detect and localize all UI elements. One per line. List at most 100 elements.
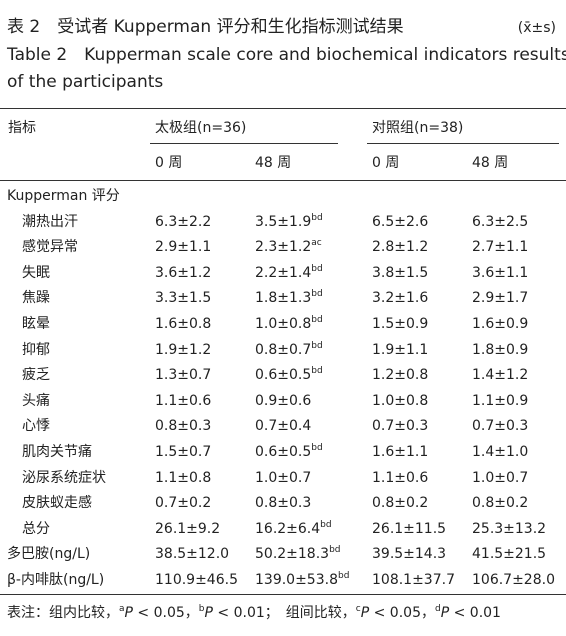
cell-value: 50.2±18.3: [255, 546, 330, 563]
cell: 3.8±1.5: [372, 263, 428, 283]
cell-value: 3.6±1.1: [472, 264, 529, 281]
cell-value: 1.1±0.9: [472, 392, 529, 409]
cell: 1.0±0.7: [255, 468, 311, 488]
row-label: 抑郁: [22, 341, 50, 358]
cell: 1.0±0.8: [372, 391, 428, 411]
cell: 108.1±37.7: [372, 570, 455, 590]
cell: 1.0±0.8bd: [255, 314, 323, 334]
cell-value: 2.9±1.1: [155, 239, 212, 256]
cell-value: 1.1±0.8: [155, 469, 212, 486]
cell: 139.0±53.8bd: [255, 570, 349, 590]
cell: 1.1±0.9: [472, 391, 528, 411]
cell: 1.1±0.6: [155, 391, 211, 411]
cell-value: 6.3±2.2: [155, 213, 212, 230]
cell-value: 3.3±1.5: [155, 290, 212, 307]
cell-value: 0.7±0.3: [472, 418, 529, 435]
cell-value: 1.9±1.1: [372, 341, 429, 358]
cell-value: 0.8±0.3: [155, 418, 212, 435]
cell: 1.2±0.8: [372, 365, 428, 385]
cell: 3.3±1.5: [155, 288, 211, 308]
week-header: 0 周: [372, 155, 400, 171]
row-label: 疲乏: [22, 367, 50, 384]
cell: 3.6±1.1: [472, 263, 528, 283]
cell-value: 0.6±0.5: [255, 444, 312, 460]
cell-value: 1.9±1.2: [155, 341, 212, 358]
row-label: 眩晕: [22, 316, 50, 332]
cell-value: 0.9±0.6: [255, 392, 312, 409]
cell-sup: bd: [311, 289, 323, 300]
cell-value: 108.1±37.7: [372, 572, 455, 588]
cell: 1.5±0.9: [372, 314, 428, 334]
cell: 2.7±1.1: [472, 237, 528, 257]
title-en: of the participants: [7, 72, 164, 92]
cell-value: 1.2±0.8: [372, 367, 429, 384]
footnote-part: < 0.01: [449, 605, 501, 621]
row-label: β-内啡肽(ng/L): [7, 572, 105, 588]
week-header: 0 周: [155, 155, 183, 171]
cell-value: 1.6±0.8: [155, 316, 212, 332]
cell: 26.1±9.2: [155, 519, 220, 539]
row-label: 多巴胺(ng/L): [7, 546, 91, 563]
cell: 0.6±0.5bd: [255, 442, 323, 462]
cell: 50.2±18.3bd: [255, 544, 341, 564]
cell-value: 3.8±1.5: [372, 264, 429, 281]
cell: 2.2±1.4bd: [255, 263, 323, 283]
cell: 2.9±1.1: [155, 237, 211, 257]
row-label: 皮肤蚁走感: [22, 495, 92, 512]
row-label: 心悸: [22, 418, 50, 435]
cell-value: 3.2±1.6: [372, 290, 429, 307]
footnote-part: d: [434, 604, 441, 614]
cell: 25.3±13.2: [472, 519, 546, 539]
cell-value: 1.6±1.1: [372, 444, 429, 460]
footnote-part: 表注：组内比较，: [7, 605, 119, 621]
cell: 2.9±1.7: [472, 288, 528, 308]
cell: 1.9±1.2: [155, 340, 211, 360]
group-header: 对照组(n=38): [372, 120, 464, 136]
cell: 1.5±0.7: [155, 442, 211, 462]
cell: 3.2±1.6: [372, 288, 428, 308]
cell-sup: bd: [320, 519, 332, 530]
cell-value: 2.9±1.7: [472, 290, 529, 307]
cell: 0.7±0.3: [372, 416, 428, 436]
cell-value: 139.0±53.8: [255, 572, 338, 588]
cell: 39.5±14.3: [372, 544, 446, 564]
cell: 110.9±46.5: [155, 570, 238, 590]
row-label: 失眠: [22, 264, 50, 281]
top-rule: [0, 108, 566, 109]
cell-value: 0.6±0.5: [255, 367, 312, 384]
cell: 6.3±2.2: [155, 212, 211, 232]
cell-value: 1.4±1.2: [472, 367, 529, 384]
cell-value: 2.7±1.1: [472, 239, 529, 256]
cell-value: 0.8±0.3: [255, 495, 312, 512]
cell-value: 6.5±2.6: [372, 213, 429, 230]
cell-value: 1.1±0.6: [155, 392, 212, 409]
cell-value: 25.3±13.2: [472, 520, 547, 537]
footnote-part: P: [440, 605, 450, 621]
title-en: Table 2 Kupperman scale core and biochem…: [7, 45, 566, 65]
cell-value: 41.5±21.5: [472, 546, 547, 563]
cell: 38.5±12.0: [155, 544, 229, 564]
group-header: 太极组(n=36): [155, 120, 247, 136]
footnote-part: b: [198, 604, 205, 614]
cell: 1.6±0.9: [472, 314, 528, 334]
cell-value: 2.3±1.2: [255, 239, 312, 256]
cell-value: 3.6±1.2: [155, 264, 212, 281]
cell: 1.4±1.2: [472, 365, 528, 385]
cell-value: 38.5±12.0: [155, 546, 230, 563]
cell-value: 2.8±1.2: [372, 239, 429, 256]
cell: 3.6±1.2: [155, 263, 211, 283]
cell-value: 1.5±0.9: [372, 316, 429, 332]
cell-sup: bd: [311, 315, 323, 325]
cell: 16.2±6.4bd: [255, 519, 332, 539]
cell: 1.1±0.6: [372, 468, 428, 488]
cell: 1.3±0.7: [155, 365, 211, 385]
cell-value: 6.3±2.5: [472, 213, 529, 230]
footnote-part: a: [119, 604, 125, 614]
cell: 2.8±1.2: [372, 237, 428, 257]
row-label: 肌肉关节痛: [22, 444, 92, 460]
cell-value: 1.0±0.7: [472, 469, 529, 486]
row-label: 感觉异常: [22, 239, 78, 256]
cell-value: 1.1±0.6: [372, 469, 429, 486]
cell: 6.5±2.6: [372, 212, 428, 232]
